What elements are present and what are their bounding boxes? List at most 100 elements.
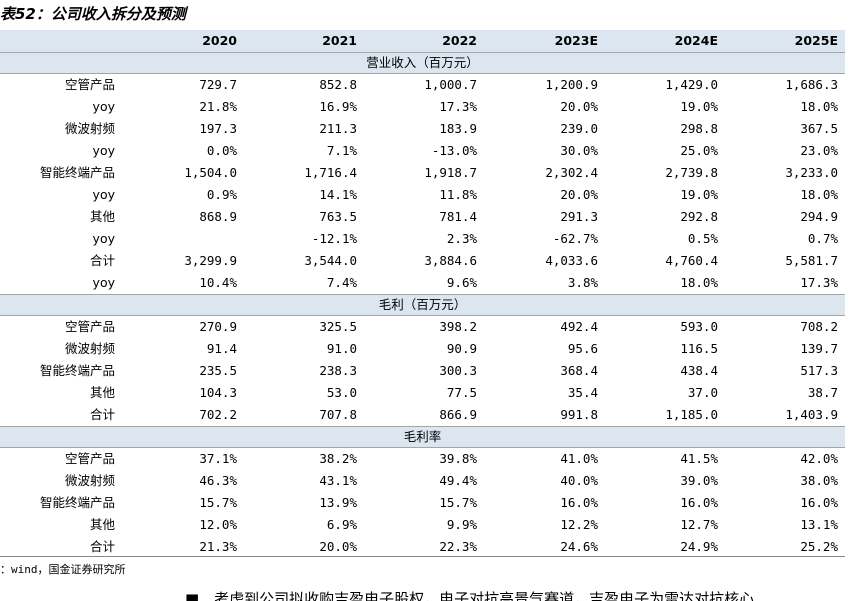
cell-value: 866.9 — [439, 407, 477, 422]
cell-value: 24.9% — [680, 539, 718, 554]
cell-value: 292.8 — [680, 209, 718, 224]
cell-value: 116.5 — [680, 341, 718, 356]
row-label: 微波射频 — [64, 341, 115, 356]
data-row: 微波射频 197.3 211.3 183.9 239.0 298.8 367.5 — [0, 118, 845, 140]
row-label: 合计 — [89, 407, 115, 422]
section-row: 毛利率 — [0, 426, 845, 448]
cell-value: 1,504.0 — [184, 165, 237, 180]
cell-value: 39.0% — [680, 473, 718, 488]
cell-value: 41.5% — [680, 451, 718, 466]
rule — [0, 556, 845, 557]
cell-value: 42.0% — [800, 451, 838, 466]
column-header: 2020 — [202, 33, 237, 48]
data-row: yoy 10.4% 7.4% 9.6% 3.8% 18.0% 17.3% — [0, 272, 845, 294]
cell-value: 0.0% — [206, 143, 237, 158]
cell-value: 15.7% — [199, 495, 237, 510]
data-row: 其他 868.9 763.5 781.4 291.3 292.8 294.9 — [0, 206, 845, 228]
cell-value: -13.0% — [431, 143, 477, 158]
data-row: 微波射频 91.4 91.0 90.9 95.6 116.5 139.7 — [0, 338, 845, 360]
column-header: 2023E — [554, 33, 598, 48]
cell-value: 7.4% — [326, 275, 357, 290]
cell-value: 398.2 — [439, 319, 477, 334]
cell-value: 38.7 — [807, 385, 838, 400]
row-label: 空管产品 — [64, 77, 115, 92]
cell-value: 30.0% — [560, 143, 598, 158]
section-row: 毛利（百万元） — [0, 294, 845, 316]
cell-value: 197.3 — [199, 121, 237, 136]
cell-value: 25.2% — [800, 539, 838, 554]
cell-value: 6.9% — [326, 517, 357, 532]
row-label: 智能终端产品 — [39, 495, 115, 510]
row-label: 空管产品 — [64, 451, 115, 466]
cell-value: 41.0% — [560, 451, 598, 466]
cell-value: 16.0% — [800, 495, 838, 510]
cell-value: 25.0% — [680, 143, 718, 158]
cell-value: 18.0% — [800, 187, 838, 202]
cell-value: 438.4 — [680, 363, 718, 378]
row-label: 其他 — [89, 385, 115, 400]
cell-value: 46.3% — [199, 473, 237, 488]
section-title: 营业收入（百万元） — [366, 55, 479, 70]
cell-value: 852.8 — [319, 77, 357, 92]
cell-value: 1,686.3 — [785, 77, 838, 92]
cell-value: 40.0% — [560, 473, 598, 488]
cell-value: 37.1% — [199, 451, 237, 466]
cell-value: 1,000.7 — [424, 77, 477, 92]
section-title: 毛利（百万元） — [378, 297, 467, 312]
column-header: 2024E — [674, 33, 718, 48]
column-header: 2022 — [442, 33, 477, 48]
cell-value: 39.8% — [439, 451, 477, 466]
cell-value: 729.7 — [199, 77, 237, 92]
cell-value: 300.3 — [439, 363, 477, 378]
cell-value: 298.8 — [680, 121, 718, 136]
title: 表52：公司收入拆分及预测 — [0, 5, 186, 23]
cell-value: 18.0% — [680, 275, 718, 290]
cell-value: 24.6% — [560, 539, 598, 554]
cell-value: 9.9% — [446, 517, 477, 532]
cell-value: 139.7 — [800, 341, 838, 356]
cell-value: 19.0% — [680, 99, 718, 114]
cell-value: 21.3% — [199, 539, 237, 554]
column-header: 2021 — [322, 33, 357, 48]
cell-value: 17.3% — [439, 99, 477, 114]
cell-value: 12.2% — [560, 517, 598, 532]
cell-value: 18.0% — [800, 99, 838, 114]
header-row: 2020 2021 2022 2023E 2024E 2025E — [0, 30, 845, 52]
cell-value: 14.1% — [319, 187, 357, 202]
data-row: 其他 12.0% 6.9% 9.9% 12.2% 12.7% 13.1% — [0, 514, 845, 536]
cell-value: 492.4 — [560, 319, 598, 334]
cell-value: 183.9 — [439, 121, 477, 136]
data-row: 空管产品 729.7 852.8 1,000.7 1,200.9 1,429.0 1,686… — [0, 74, 845, 96]
cell-value: 1,403.9 — [785, 407, 838, 422]
cell-value: 868.9 — [199, 209, 237, 224]
data-row: 合计 702.2 707.8 866.9 991.8 1,185.0 1,403.9 — [0, 404, 845, 426]
cell-value: 43.1% — [319, 473, 357, 488]
cell-value: 35.4 — [567, 385, 598, 400]
data-row: 空管产品 37.1% 38.2% 39.8% 41.0% 41.5% 42.0% — [0, 448, 845, 470]
cell-value: 23.0% — [800, 143, 838, 158]
source: ：wind，国金证券研究所 — [0, 563, 126, 576]
cell-value: 517.3 — [800, 363, 838, 378]
row-label: 微波射频 — [64, 121, 115, 136]
data-row: yoy 0.9% 14.1% 11.8% 20.0% 19.0% 18.0% — [0, 184, 845, 206]
data-row: 智能终端产品 15.7% 13.9% 15.7% 16.0% 16.0% 16.0% — [0, 492, 845, 514]
cell-value: 238.3 — [319, 363, 357, 378]
cell-value: 20.0% — [319, 539, 357, 554]
cell-value: 16.0% — [560, 495, 598, 510]
row-label: yoy — [92, 187, 115, 202]
row-label: 合计 — [89, 253, 115, 268]
cell-value: 593.0 — [680, 319, 718, 334]
cell-value: 3,233.0 — [785, 165, 838, 180]
cell-value: 294.9 — [800, 209, 838, 224]
cell-value: 15.7% — [439, 495, 477, 510]
section-title: 毛利率 — [403, 429, 442, 444]
cell-value: 9.6% — [446, 275, 477, 290]
cell-value: 991.8 — [560, 407, 598, 422]
cell-value: -12.1% — [311, 231, 357, 246]
cell-value: 367.5 — [800, 121, 838, 136]
cell-value: 91.4 — [206, 341, 237, 356]
data-row: 合计 21.3% 20.0% 22.3% 24.6% 24.9% 25.2% — [0, 536, 845, 558]
cell-value: 38.2% — [319, 451, 357, 466]
cell-value: 270.9 — [199, 319, 237, 334]
